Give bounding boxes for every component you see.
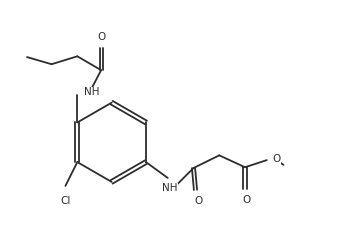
Text: O: O — [272, 154, 281, 164]
Text: Cl: Cl — [60, 196, 71, 206]
Text: O: O — [194, 196, 202, 206]
Text: O: O — [243, 195, 251, 205]
Text: NH: NH — [162, 183, 178, 193]
Text: NH: NH — [84, 87, 100, 97]
Text: O: O — [97, 32, 105, 42]
